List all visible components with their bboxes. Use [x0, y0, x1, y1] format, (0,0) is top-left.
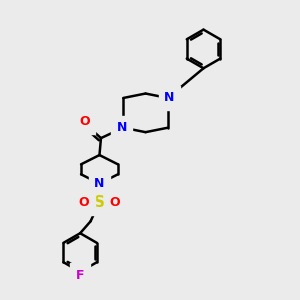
Text: O: O — [110, 196, 120, 208]
Text: O: O — [79, 196, 89, 208]
Text: N: N — [117, 121, 127, 134]
Text: N: N — [164, 92, 175, 104]
Text: O: O — [79, 115, 90, 128]
Text: N: N — [94, 177, 105, 190]
Text: F: F — [76, 269, 84, 282]
Text: S: S — [94, 194, 105, 209]
